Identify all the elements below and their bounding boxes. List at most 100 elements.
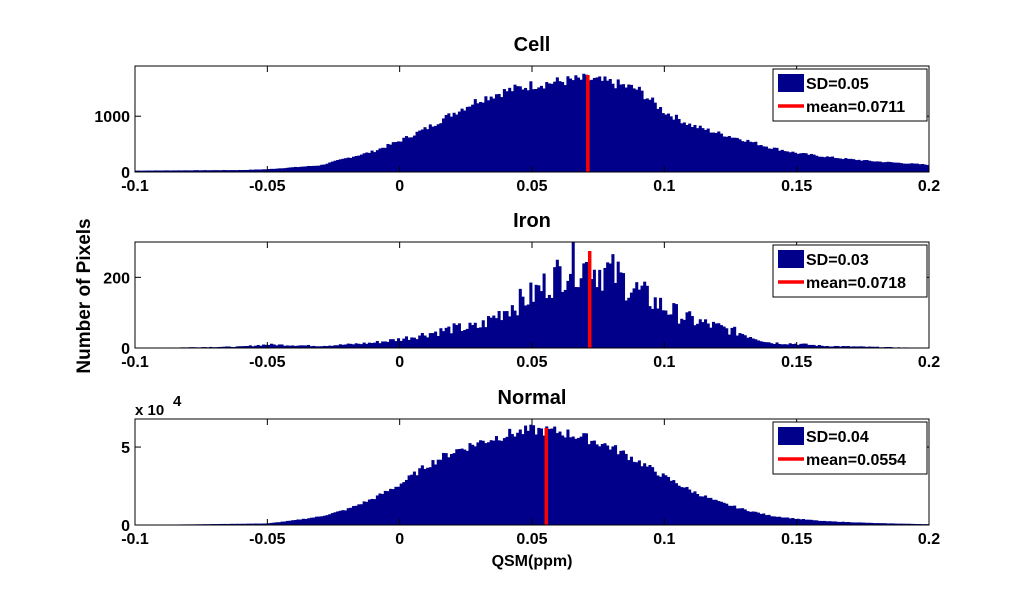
histogram-bar bbox=[746, 511, 749, 525]
x-tick-label: -0.05 bbox=[249, 354, 286, 371]
histogram-bar bbox=[802, 519, 805, 525]
histogram-bar bbox=[339, 159, 342, 172]
histogram-bar bbox=[622, 273, 625, 348]
histogram-bar bbox=[490, 440, 493, 525]
histogram-bar bbox=[614, 445, 617, 525]
histogram-bar bbox=[823, 157, 826, 172]
histogram-bar bbox=[529, 425, 532, 525]
histogram-bar bbox=[680, 319, 683, 348]
histogram-bar bbox=[492, 441, 495, 525]
histogram-bar bbox=[693, 125, 696, 172]
histogram-bar bbox=[447, 457, 450, 525]
histogram-bar bbox=[622, 84, 625, 172]
histogram-bar bbox=[651, 98, 654, 172]
histogram-bar bbox=[490, 318, 493, 348]
histogram-bar bbox=[807, 155, 810, 172]
panel-title: Iron bbox=[513, 210, 551, 232]
histogram-bar bbox=[569, 274, 572, 348]
histogram-bar bbox=[688, 490, 691, 525]
histogram-bar bbox=[707, 324, 710, 348]
histogram-bar bbox=[286, 168, 289, 172]
histogram-bar bbox=[339, 511, 342, 525]
histogram-bar bbox=[775, 517, 778, 525]
histogram-bar bbox=[611, 446, 614, 525]
histogram-bar bbox=[654, 103, 657, 172]
histogram-bar bbox=[413, 472, 416, 525]
histogram-bar bbox=[349, 158, 352, 172]
histogram-bar bbox=[686, 125, 689, 172]
histogram-bar bbox=[741, 508, 744, 525]
histogram-bar bbox=[749, 512, 752, 525]
histogram-bar bbox=[312, 518, 315, 525]
histogram-bar bbox=[513, 311, 516, 348]
histogram-bar bbox=[617, 79, 620, 172]
legend-swatch-bars bbox=[778, 250, 804, 268]
histogram-bar bbox=[596, 287, 599, 348]
histogram-bar bbox=[484, 96, 487, 172]
histogram-bar bbox=[426, 468, 429, 525]
histogram-bar bbox=[574, 287, 577, 348]
histogram-bar bbox=[310, 166, 313, 172]
histogram-bar bbox=[659, 298, 662, 348]
histogram-bar bbox=[381, 494, 384, 525]
histogram-bar bbox=[731, 138, 734, 172]
histogram-bar bbox=[686, 487, 689, 525]
histogram-bar bbox=[548, 83, 551, 172]
histogram-bar bbox=[765, 515, 768, 525]
histogram-bar bbox=[646, 98, 649, 172]
legend-mean-label: mean=0.0554 bbox=[806, 452, 906, 469]
histogram-bar bbox=[455, 449, 458, 525]
histogram-bar bbox=[540, 86, 543, 172]
histogram-bar bbox=[633, 288, 636, 348]
histogram-bar bbox=[564, 85, 567, 172]
histogram-bar bbox=[625, 300, 628, 348]
histogram-bar bbox=[601, 81, 604, 172]
histogram-bar bbox=[884, 162, 887, 172]
histogram-bar bbox=[625, 88, 628, 172]
x-axis-label: QSM(ppm) bbox=[492, 553, 573, 570]
histogram-bar bbox=[352, 344, 355, 348]
histogram-bar bbox=[609, 79, 612, 172]
histogram-bar bbox=[347, 508, 350, 525]
histogram-bar bbox=[738, 139, 741, 172]
histogram-bar bbox=[659, 107, 662, 172]
histogram-bar bbox=[585, 433, 588, 525]
histogram-bar bbox=[617, 262, 620, 348]
histogram-bar bbox=[281, 168, 284, 172]
histogram-bar bbox=[495, 436, 498, 525]
histogram-bar bbox=[582, 433, 585, 525]
histogram-bar bbox=[498, 440, 501, 525]
histogram-bar bbox=[741, 141, 744, 172]
histogram-bar bbox=[611, 254, 614, 348]
histogram-bar bbox=[378, 148, 381, 172]
histogram-bar bbox=[484, 443, 487, 525]
y-tick-label: 5 bbox=[121, 440, 130, 457]
histogram-bar bbox=[688, 311, 691, 348]
histogram-bar bbox=[646, 286, 649, 348]
histogram-bar bbox=[495, 318, 498, 348]
histogram-bar bbox=[865, 160, 868, 172]
histogram-bar bbox=[783, 344, 786, 348]
histogram-bar bbox=[855, 160, 858, 172]
histogram-bar bbox=[580, 278, 583, 348]
histogram-bar bbox=[500, 441, 503, 525]
histogram-bar bbox=[373, 343, 376, 348]
histogram-bar bbox=[434, 465, 437, 525]
y-multiplier-exponent: 4 bbox=[173, 393, 182, 410]
histogram-bar bbox=[344, 345, 347, 348]
histogram-bar bbox=[908, 164, 911, 172]
histogram-bar bbox=[384, 148, 387, 172]
histogram-bar bbox=[281, 522, 284, 525]
histogram-bar bbox=[807, 520, 810, 525]
histogram-bar bbox=[746, 338, 749, 348]
histogram-bar bbox=[715, 323, 718, 348]
histogram-bar bbox=[376, 150, 379, 172]
histogram-bar bbox=[633, 462, 636, 525]
histogram-bar bbox=[672, 480, 675, 525]
histogram-bar bbox=[770, 149, 773, 172]
histogram-bar bbox=[524, 88, 527, 172]
histogram-bar bbox=[693, 325, 696, 348]
histogram-bar bbox=[828, 157, 831, 172]
histogram-bar bbox=[275, 169, 278, 172]
